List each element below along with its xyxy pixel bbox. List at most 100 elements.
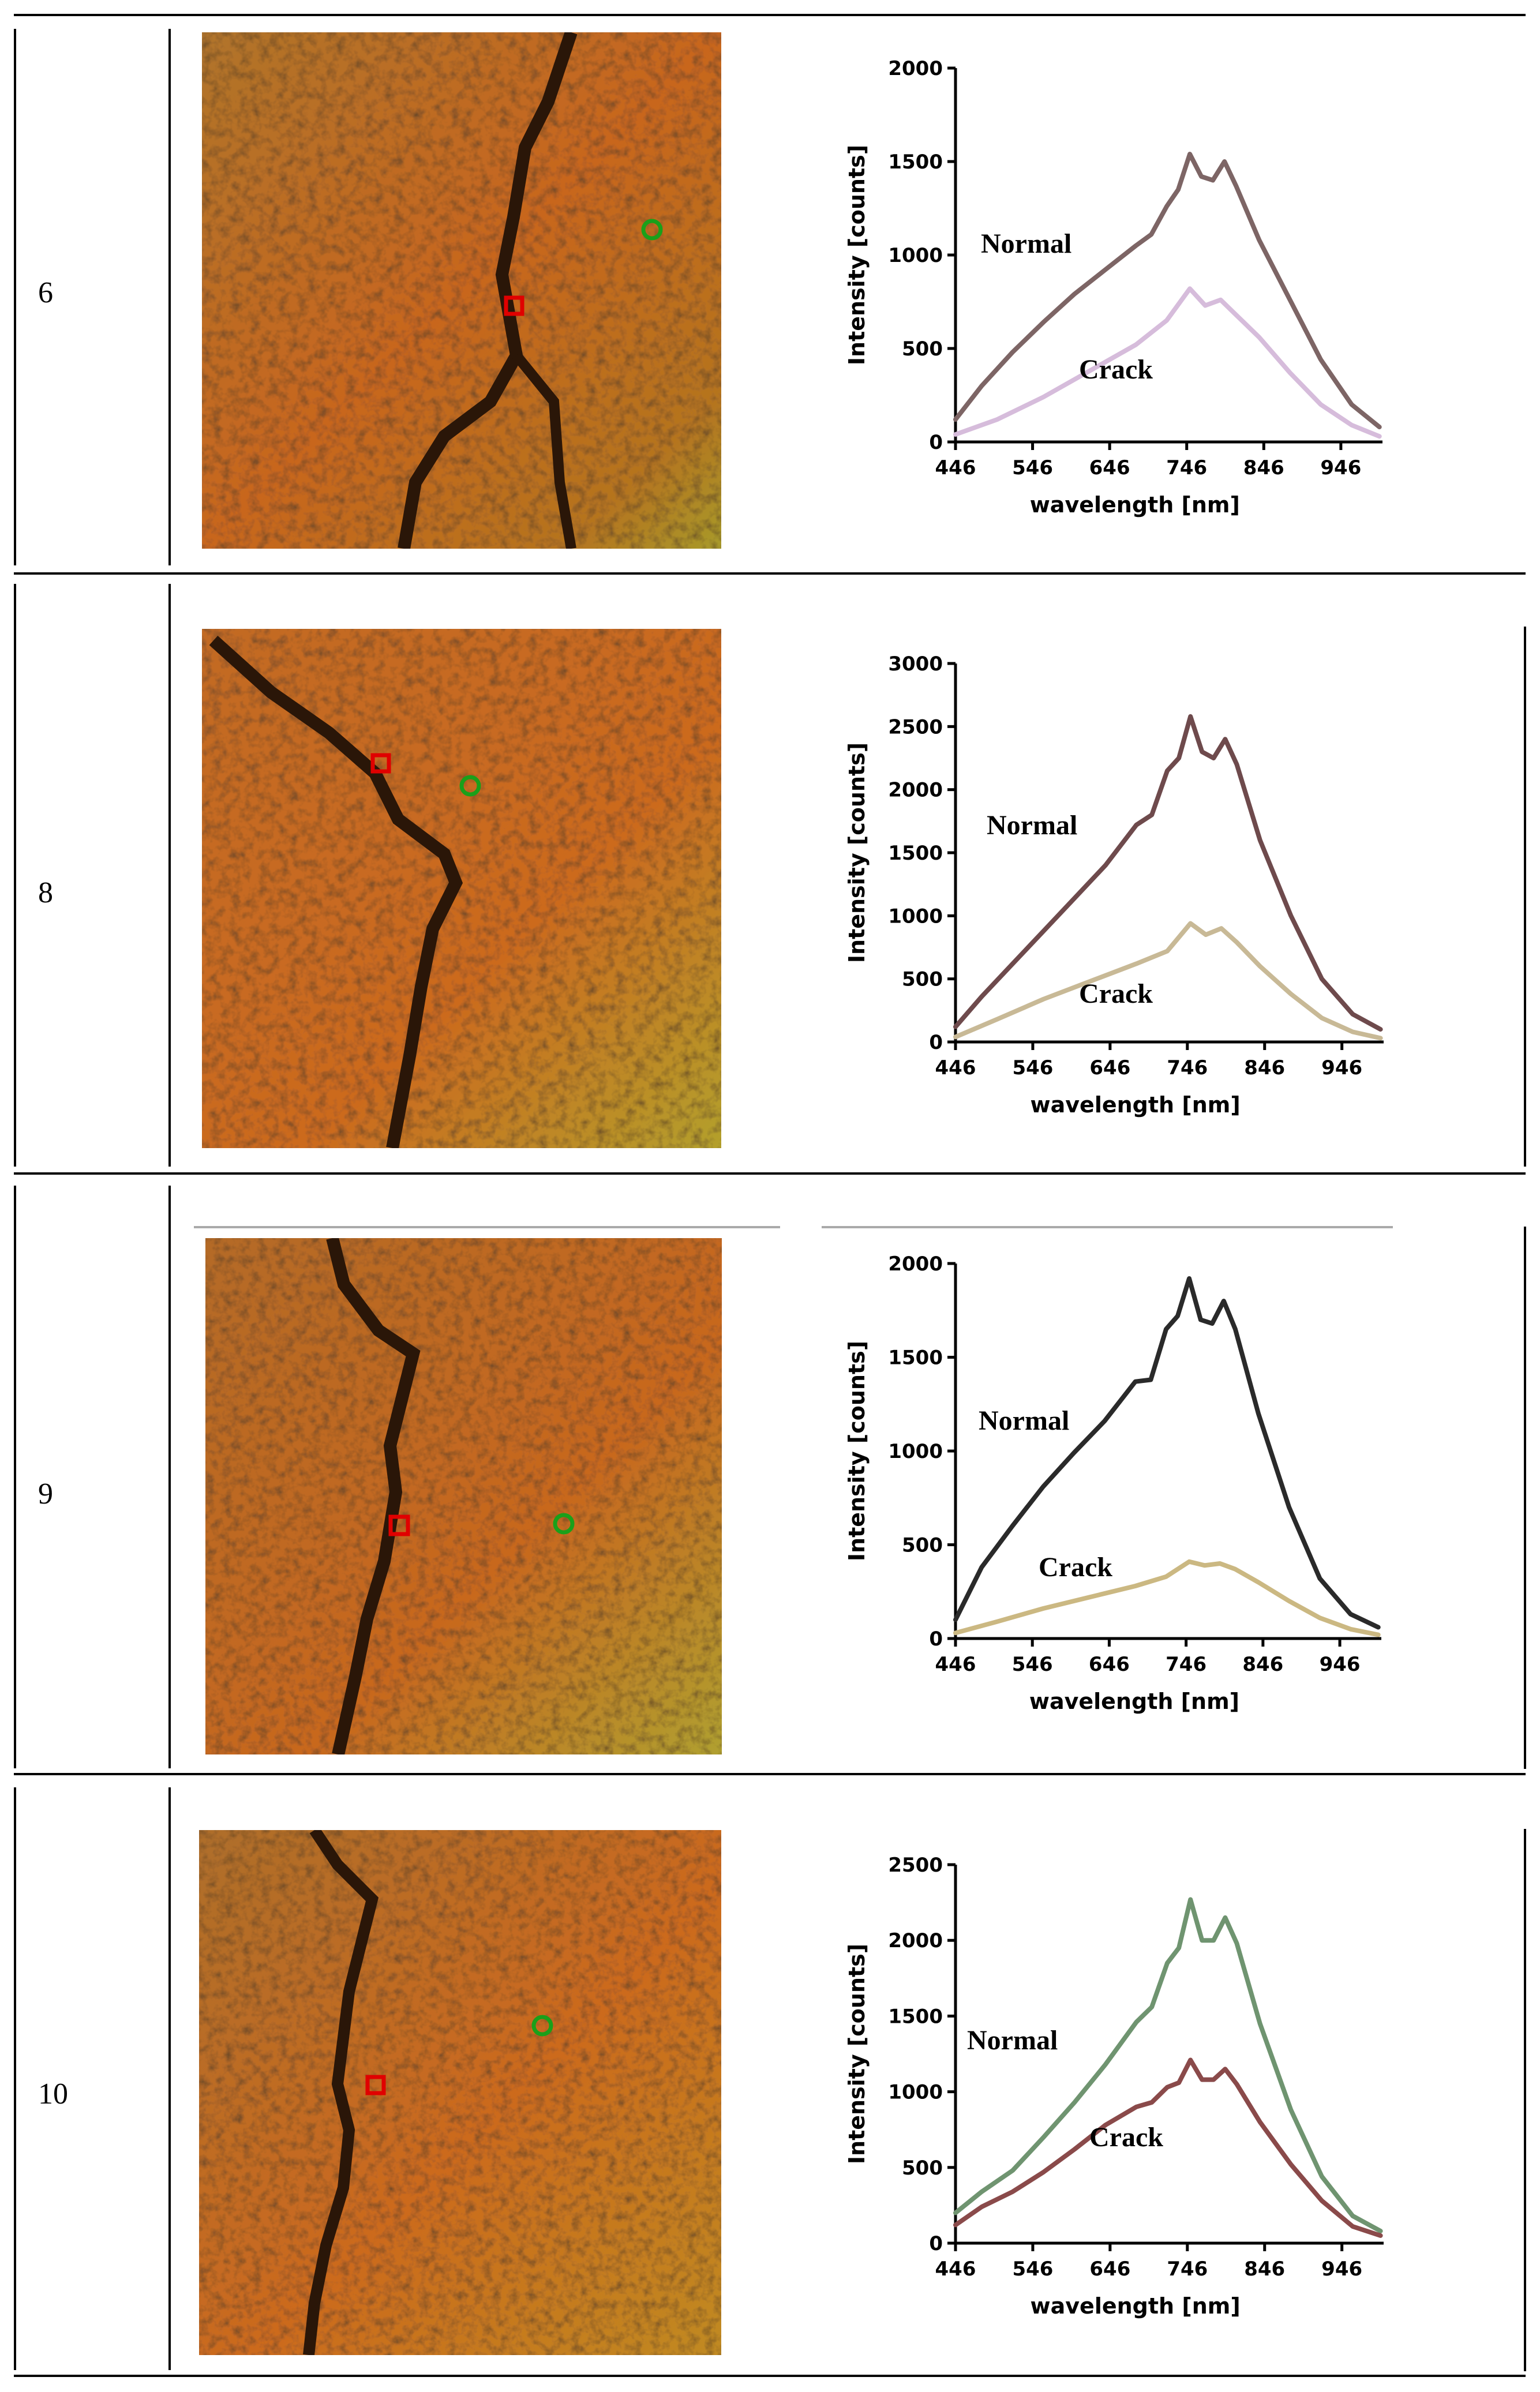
column-divider <box>168 584 171 1167</box>
y-tick-label: 1000 <box>888 2081 943 2104</box>
y-tick-label: 0 <box>929 2232 943 2255</box>
x-tick-label: 646 <box>1089 2258 1130 2281</box>
y-tick-label: 1500 <box>888 1347 943 1370</box>
crack-marker-square <box>388 1514 410 1536</box>
y-tick-label: 1500 <box>888 151 943 174</box>
series-annotation-crack: Crack <box>1089 2122 1163 2153</box>
y-axis-label: Intensity [counts] <box>844 743 870 963</box>
row-label: 8 <box>38 876 53 909</box>
left-border <box>14 29 16 565</box>
normal-marker-circle <box>641 219 663 241</box>
row-divider <box>14 1172 1526 1175</box>
y-tick-label: 2000 <box>888 1253 943 1276</box>
x-tick-label: 446 <box>935 1056 976 1079</box>
y-tick-label: 2000 <box>888 57 943 80</box>
micrograph-image <box>199 1830 721 2355</box>
right-border <box>1524 1829 1526 2371</box>
x-tick-label: 946 <box>1320 456 1361 479</box>
y-tick-label: 0 <box>929 1628 943 1651</box>
x-tick-label: 446 <box>935 1653 976 1676</box>
y-tick-label: 2000 <box>888 779 943 802</box>
x-axis-label: wavelength [nm] <box>1029 1689 1239 1714</box>
table-bottom-rule <box>14 2375 1526 2377</box>
x-tick-label: 446 <box>935 2258 976 2281</box>
series-annotation-normal: Normal <box>967 2025 1058 2056</box>
row-label: 6 <box>38 276 53 309</box>
y-tick-label: 1500 <box>888 2005 943 2028</box>
right-border <box>1524 1227 1526 1769</box>
y-axis-label: Intensity [counts] <box>844 1341 870 1561</box>
x-tick-label: 946 <box>1320 1653 1361 1676</box>
x-axis-label: wavelength [nm] <box>1030 492 1240 518</box>
left-border <box>14 1186 16 1768</box>
column-divider <box>168 29 171 565</box>
x-tick-label: 546 <box>1012 2258 1053 2281</box>
column-divider <box>168 1787 171 2370</box>
x-tick-label: 546 <box>1012 456 1053 479</box>
crack-marker-square <box>365 2075 386 2095</box>
y-tick-label: 0 <box>929 1031 943 1054</box>
series-line-normal <box>953 714 1383 1032</box>
x-tick-label: 646 <box>1089 456 1130 479</box>
spectrum-chart: 0 500 1000 1500 2000 2500 446 546 646 746 846 946 wa… <box>831 1852 1396 2344</box>
crack-marker-square <box>504 295 524 316</box>
micrograph-image <box>205 1238 722 1754</box>
normal-marker-circle <box>459 775 481 797</box>
table-top-rule <box>14 14 1526 16</box>
y-tick-label: 1500 <box>888 842 943 865</box>
y-tick-label: 0 <box>929 431 943 454</box>
series-line-normal <box>953 152 1382 430</box>
series-line-crack <box>953 286 1382 439</box>
series-line-normal <box>953 1276 1381 1630</box>
series-annotation-crack: Crack <box>1039 1552 1112 1583</box>
y-tick-label: 1000 <box>888 905 943 928</box>
micrograph-image <box>202 629 721 1148</box>
row-label: 10 <box>38 2078 68 2110</box>
column-divider <box>168 1186 171 1768</box>
x-tick-label: 846 <box>1244 1056 1285 1079</box>
crack-marker-square <box>370 753 391 774</box>
micrograph-image <box>202 32 721 549</box>
figure-separator <box>194 1226 780 1228</box>
x-axis-label: wavelength [nm] <box>1031 1092 1241 1118</box>
series-line-crack <box>953 2057 1383 2238</box>
x-tick-label: 646 <box>1089 1056 1130 1079</box>
y-tick-label: 2000 <box>888 1929 943 1952</box>
series-annotation-normal: Normal <box>979 1405 1069 1436</box>
figure-separator <box>822 1226 1393 1228</box>
y-tick-label: 500 <box>902 2157 943 2180</box>
spectrum-chart: 0 500 1000 1500 2000 446 546 646 746 846 946 wavele… <box>831 52 1396 542</box>
y-tick-label: 500 <box>902 338 943 361</box>
x-tick-label: 546 <box>1012 1653 1053 1676</box>
right-border <box>1524 627 1526 1167</box>
row-label: 9 <box>38 1478 53 1510</box>
y-tick-label: 500 <box>902 968 943 991</box>
x-tick-label: 746 <box>1166 456 1207 479</box>
y-tick-label: 500 <box>902 1534 943 1557</box>
x-tick-label: 746 <box>1167 1056 1208 1079</box>
series-line-crack <box>953 1559 1381 1637</box>
spectrum-chart: 0 500 1000 1500 2000 446 546 646 746 846 946 wavele… <box>831 1252 1396 1744</box>
spectrum-chart: 0 500 1000 1500 2000 2500 3000 446 546 646 746 846 9… <box>831 651 1396 1145</box>
x-axis-label: wavelength [nm] <box>1031 2293 1241 2319</box>
left-border <box>14 584 16 1167</box>
y-tick-label: 2500 <box>888 715 943 738</box>
left-border <box>14 1787 16 2370</box>
y-tick-label: 1000 <box>888 244 943 267</box>
series-line-normal <box>953 1897 1383 2233</box>
x-tick-label: 946 <box>1321 1056 1362 1079</box>
x-tick-label: 546 <box>1012 1056 1053 1079</box>
x-tick-label: 846 <box>1243 456 1284 479</box>
y-axis-label: Intensity [counts] <box>844 145 870 365</box>
x-tick-label: 946 <box>1321 2258 1362 2281</box>
y-tick-label: 2500 <box>888 1854 943 1877</box>
series-annotation-normal: Normal <box>987 810 1077 841</box>
y-tick-label: 3000 <box>888 653 943 676</box>
series-annotation-crack: Crack <box>1079 978 1153 1009</box>
series-annotation-normal: Normal <box>981 228 1071 259</box>
row-divider <box>14 572 1526 575</box>
row-divider <box>14 1773 1526 1775</box>
y-axis-label: Intensity [counts] <box>844 1944 870 2164</box>
x-tick-label: 846 <box>1244 2258 1285 2281</box>
x-tick-label: 746 <box>1166 1653 1206 1676</box>
